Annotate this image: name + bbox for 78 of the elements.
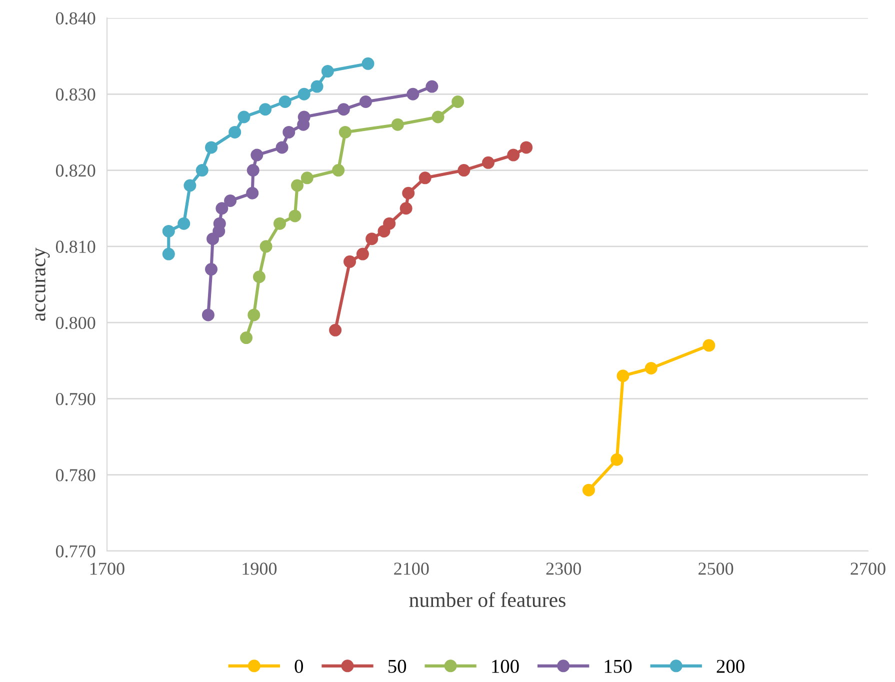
x-tick-label: 2700 — [850, 562, 886, 575]
y-tick-label: 0.840 — [56, 12, 96, 25]
point — [300, 172, 314, 184]
point — [337, 103, 350, 116]
x-tick-label: 1700 — [90, 562, 124, 575]
legend-label: 100 — [492, 660, 519, 673]
point — [276, 141, 288, 154]
point — [356, 248, 369, 260]
x-axis-title: number of features — [409, 592, 566, 608]
point — [291, 179, 304, 192]
point — [321, 65, 334, 78]
x-tick-label: 2100 — [394, 562, 429, 575]
point — [252, 270, 266, 284]
legend-label: 150 — [604, 660, 632, 673]
point — [196, 164, 208, 177]
point — [359, 96, 372, 108]
y-tick-label: 0.800 — [56, 316, 96, 330]
point — [366, 232, 378, 246]
point — [250, 148, 264, 162]
point — [248, 308, 260, 322]
point — [344, 255, 356, 268]
point — [278, 96, 292, 108]
point — [162, 248, 175, 260]
y-axis-title: accuracy — [35, 248, 50, 321]
point — [228, 126, 242, 138]
point — [224, 194, 237, 207]
point — [426, 80, 438, 93]
y-tick-label: 0.820 — [56, 164, 96, 177]
point — [391, 118, 404, 131]
point — [482, 156, 495, 169]
point — [205, 141, 218, 154]
point — [202, 308, 214, 322]
point — [332, 164, 345, 177]
x-tick-label: 1900 — [242, 562, 277, 575]
point — [310, 80, 324, 93]
point — [338, 126, 352, 138]
y-tick-label: 0.830 — [56, 88, 96, 101]
point — [616, 370, 630, 382]
legend-label: 50 — [388, 660, 406, 673]
point — [329, 324, 342, 336]
point — [240, 332, 253, 344]
x-tick-label: 2500 — [698, 562, 734, 575]
point — [205, 263, 218, 276]
y-tick-label: 0.790 — [56, 392, 96, 406]
legend-label: 200 — [716, 660, 744, 673]
point — [507, 148, 520, 162]
point — [406, 88, 420, 100]
point — [383, 217, 396, 230]
point — [418, 172, 432, 184]
point — [246, 186, 259, 200]
x-tick-label: 2300 — [546, 562, 581, 575]
point — [216, 202, 228, 215]
point — [702, 339, 716, 352]
point — [400, 202, 412, 215]
point — [362, 57, 374, 70]
point — [259, 103, 272, 116]
point — [432, 110, 444, 124]
point — [402, 186, 415, 200]
point — [246, 164, 260, 177]
point — [452, 96, 464, 108]
point — [520, 141, 533, 154]
point — [288, 210, 302, 222]
legend-label: 0 — [294, 660, 304, 673]
point — [273, 217, 286, 230]
point — [178, 217, 190, 230]
point — [582, 484, 595, 496]
point — [282, 126, 296, 138]
point — [260, 240, 272, 253]
point — [610, 453, 624, 466]
y-tick-label: 0.810 — [56, 240, 96, 253]
point — [298, 88, 310, 100]
point — [162, 224, 175, 238]
point — [644, 362, 658, 375]
y-tick-label: 0.770 — [56, 545, 96, 558]
point — [238, 110, 250, 124]
point — [184, 179, 196, 192]
y-tick-label: 0.780 — [56, 469, 96, 482]
point — [458, 164, 470, 177]
